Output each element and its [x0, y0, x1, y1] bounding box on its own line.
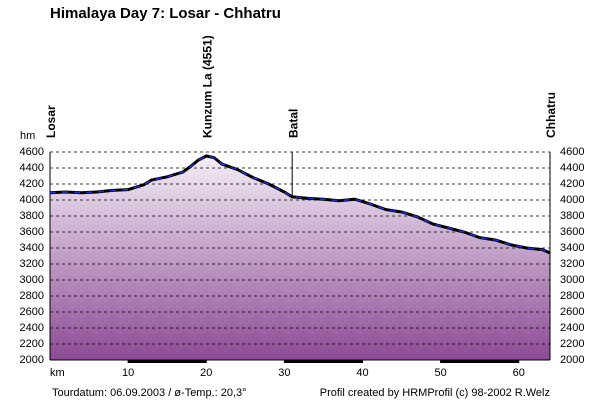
y-tick-label-right: 4600: [560, 146, 584, 158]
y-tick-label: 2800: [20, 290, 44, 302]
x-axis-label: km: [50, 367, 65, 379]
y-tick-label: 4200: [20, 178, 44, 190]
y-tick-label-right: 2200: [560, 338, 584, 350]
y-tick-label-right: 3200: [560, 258, 584, 270]
chart-title: Himalaya Day 7: Losar - Chhatru: [50, 5, 281, 22]
y-tick-label: 4400: [20, 162, 44, 174]
y-tick-label-right: 4000: [560, 194, 584, 206]
y-tick-label: 3800: [20, 210, 44, 222]
y-tick-label-right: 2400: [560, 322, 584, 334]
marker-label: Kunzum La (4551): [200, 35, 214, 138]
y-tick-label: 3400: [20, 242, 44, 254]
y-tick-label-right: 3600: [560, 226, 584, 238]
y-tick-label-right: 3800: [560, 210, 584, 222]
scale-bar: [128, 360, 207, 363]
x-tick-label: 50: [435, 367, 447, 379]
marker-label: Chhatru: [544, 92, 558, 138]
y-axis-label: hm: [20, 130, 35, 142]
y-tick-label-right: 2000: [560, 354, 584, 366]
y-tick-label-right: 4200: [560, 178, 584, 190]
y-tick-label: 4000: [20, 194, 44, 206]
y-tick-label-right: 3000: [560, 274, 584, 286]
area-fill: [50, 156, 550, 360]
y-tick-label-right: 3400: [560, 242, 584, 254]
y-tick-label: 2000: [20, 354, 44, 366]
y-tick-label-right: 2800: [560, 290, 584, 302]
footer-date: Tourdatum: 06.09.2003 / ø-Temp.: 20,3°: [52, 387, 247, 399]
y-tick-label: 2600: [20, 306, 44, 318]
y-tick-label: 3200: [20, 258, 44, 270]
y-tick-label: 2200: [20, 338, 44, 350]
x-tick-label: 40: [356, 367, 368, 379]
scale-bar: [440, 360, 519, 363]
x-tick-label: 30: [278, 367, 290, 379]
profile-line-overlay: [49, 155, 551, 254]
x-tick-label: 60: [513, 367, 525, 379]
x-tick-label: 20: [200, 367, 212, 379]
marker-label: Batal: [286, 109, 300, 138]
y-tick-label: 4600: [20, 146, 44, 158]
y-tick-label-right: 2600: [560, 306, 584, 318]
x-tick-label: 10: [122, 367, 134, 379]
scale-bar: [284, 360, 363, 363]
footer-credit: Profil created by HRMProfil (c) 98-2002 …: [320, 387, 550, 399]
marker-label: Losar: [44, 105, 58, 138]
y-tick-label: 3600: [20, 226, 44, 238]
y-tick-label: 2400: [20, 322, 44, 334]
y-tick-label: 3000: [20, 274, 44, 286]
y-tick-label-right: 4400: [560, 162, 584, 174]
